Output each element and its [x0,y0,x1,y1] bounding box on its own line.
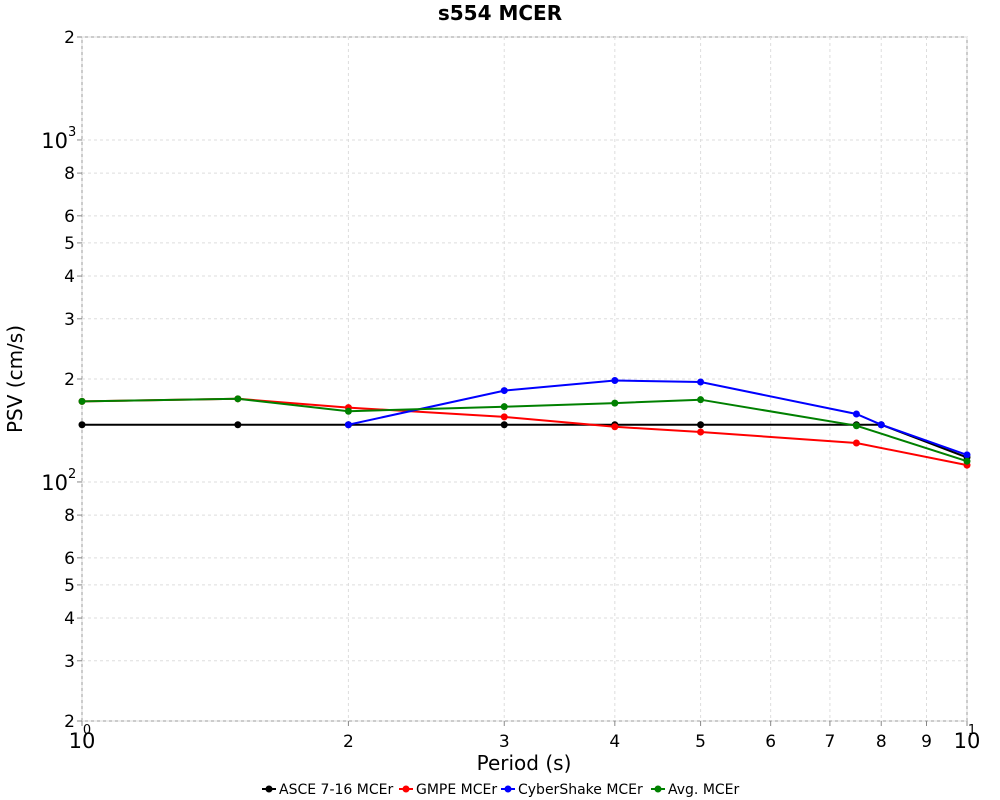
data-point [234,395,242,403]
legend-label: CyberShake MCEr [518,782,643,798]
y-tick-label: 4 [64,267,75,287]
data-point [877,421,885,429]
y-tick-exponent: 3 [68,125,76,140]
x-tick-exponent: 0 [83,723,91,738]
data-point [344,407,352,415]
data-point [611,376,619,384]
y-tick-label: 3 [64,652,75,672]
data-point [852,422,860,430]
y-tick-label: 6 [64,207,75,227]
data-point [697,396,705,404]
x-tick-label: 4 [609,732,620,752]
y-tick-label: 2 [64,370,75,390]
series-line [81,397,968,463]
y-tick-label: 5 [64,576,75,596]
x-tick-label: 7 [824,732,835,752]
y-tick-label: 10 [41,471,68,495]
y-tick-label: 6 [64,549,75,569]
plot-area [81,36,968,722]
x-tick-label: 2 [343,732,354,752]
chart-title: s554 MCER [438,1,562,25]
x-tick-label: 3 [499,732,510,752]
y-axis-label: PSV (cm/s) [3,325,27,433]
data-point [852,439,860,447]
data-point [78,421,86,429]
data-point [500,403,508,411]
series-3 [78,395,971,465]
grid [81,36,968,722]
x-axis-label: Period (s) [477,751,572,775]
data-point [611,423,619,431]
y-tick-label: 8 [64,164,75,184]
legend-swatch-marker [402,785,410,793]
series-layer [78,376,971,469]
legend-swatch-marker [265,785,273,793]
data-point [500,421,508,429]
x-tick-label: 10 [954,729,981,753]
data-point [697,428,705,436]
legend-swatch-marker [504,785,512,793]
y-tick-label: 2 [64,28,75,48]
data-point [963,457,971,465]
y-tick-label: 8 [64,506,75,526]
data-point [344,421,352,429]
data-point [611,399,619,407]
legend-item: CyberShake MCEr [501,782,643,798]
series-2 [344,376,971,459]
legend-label: GMPE MCEr [416,782,497,798]
x-tick-label: 8 [876,732,887,752]
legend-label: Avg. MCEr [668,782,740,798]
data-point [963,451,971,459]
data-point [500,413,508,421]
x-tick-label: 10 [69,729,96,753]
legend-item: ASCE 7-16 MCEr [262,782,393,798]
y-tick-label: 2 [64,712,75,732]
legend-swatch-marker [654,785,662,793]
legend: ASCE 7-16 MCEr GMPE MCEr CyberShake MCEr Av… [262,782,740,798]
y-tick-exponent: 2 [68,467,76,482]
data-point [852,410,860,418]
x-tick-label: 9 [921,732,932,752]
x-tick-label: 5 [695,732,706,752]
y-tick-label: 10 [41,129,68,153]
y-tick-label: 4 [64,609,75,629]
legend-item: Avg. MCEr [651,782,740,798]
y-tick-label: 5 [64,234,75,254]
legend-label: ASCE 7-16 MCEr [279,782,393,798]
legend-item: GMPE MCEr [399,782,497,798]
y-tick-label: 3 [64,310,75,330]
data-point [697,421,705,429]
data-point [697,378,705,386]
data-point [78,397,86,405]
x-tick-exponent: 1 [968,723,976,738]
data-point [500,387,508,395]
data-point [234,421,242,429]
x-tick-label: 6 [765,732,776,752]
